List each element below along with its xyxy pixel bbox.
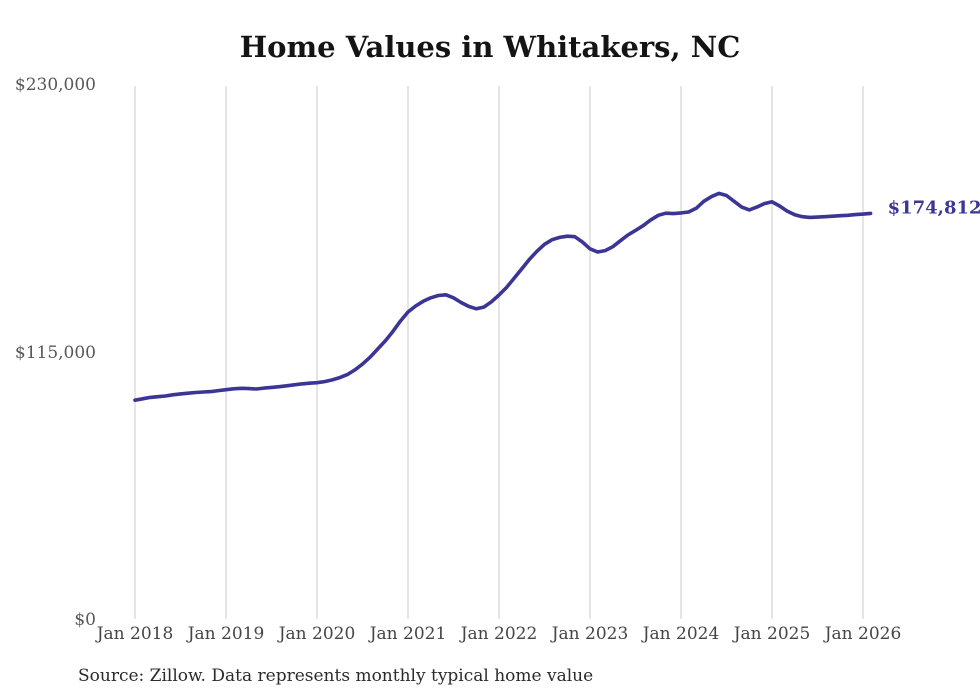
x-axis-tick-label: Jan 2019 (187, 624, 265, 644)
x-axis-tick-label: Jan 2024 (642, 624, 720, 644)
latest-value-label: $174,812 (887, 197, 980, 219)
x-axis-tick-label: Jan 2023 (551, 624, 629, 644)
home-value-line (133, 191, 873, 403)
y-axis-tick-label: $115,000 (14, 342, 96, 363)
x-axis-tick-label: Jan 2021 (369, 624, 447, 644)
y-axis-tick-label: $230,000 (14, 75, 96, 95)
x-axis-tick-label: Jan 2025 (733, 624, 811, 644)
x-axis-tick-label: Jan 2018 (96, 624, 174, 644)
chart-title: Home Values in Whitakers, NC (239, 30, 741, 64)
x-axis-tick-label: Jan 2026 (824, 624, 902, 644)
x-axis-tick-label: Jan 2022 (460, 624, 538, 644)
x-axis-tick-label: Jan 2020 (278, 624, 356, 644)
y-axis-tick-label: $0 (74, 610, 96, 630)
source-note: Source: Zillow. Data represents monthly … (78, 666, 594, 686)
